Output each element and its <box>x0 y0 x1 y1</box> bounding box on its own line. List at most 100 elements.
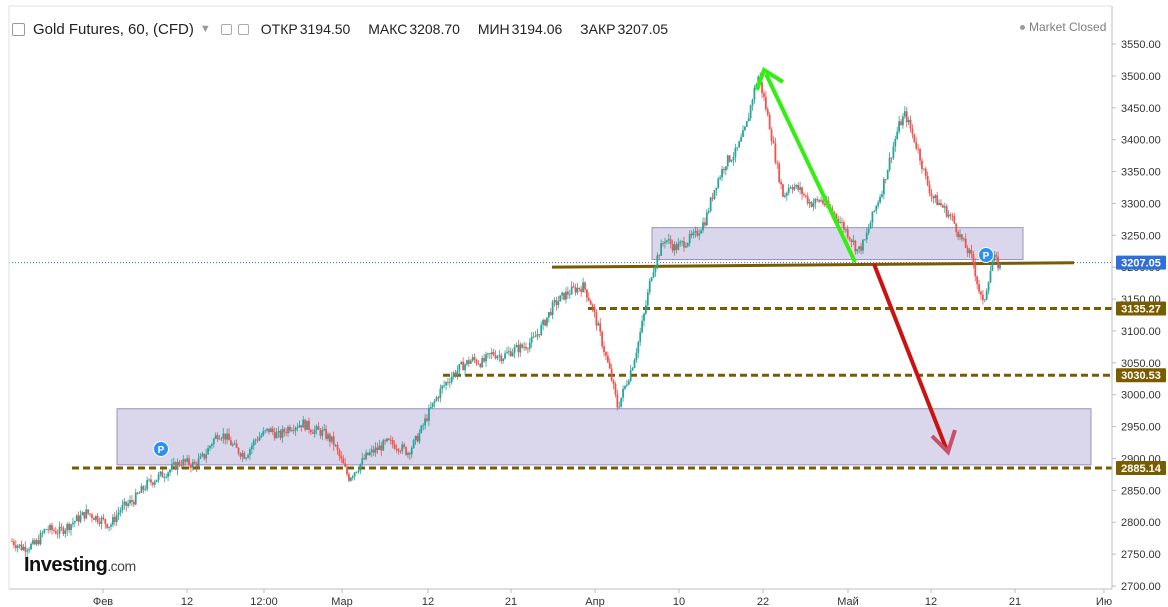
candle-body <box>985 290 988 300</box>
candle-body <box>652 272 655 278</box>
close-label: ЗАКР <box>580 21 616 37</box>
candle-body <box>447 382 449 384</box>
candle-body <box>214 435 217 439</box>
candle-body <box>791 187 794 190</box>
candle-body <box>694 230 697 233</box>
instrument-title[interactable]: Gold Futures, 60, (CFD) <box>33 20 194 38</box>
candle-body <box>279 430 282 438</box>
candle-body <box>22 546 25 551</box>
collapse-icon[interactable] <box>12 22 25 36</box>
candle-body <box>949 214 952 216</box>
candle-body <box>822 200 824 204</box>
candle-body <box>258 437 261 441</box>
candle-body <box>416 435 419 442</box>
candle-body <box>772 140 775 144</box>
candle-body <box>835 213 838 219</box>
candle-body <box>304 419 307 430</box>
candle-body <box>121 505 124 511</box>
candle-body <box>169 469 171 473</box>
candle-body <box>814 199 817 204</box>
candle-body <box>418 432 421 442</box>
candle-body <box>56 533 59 535</box>
candle-body <box>650 277 653 281</box>
candle-body <box>348 474 350 481</box>
candle-body <box>671 244 674 251</box>
candle-body <box>787 188 790 194</box>
x-tick-label: Апр <box>585 596 604 607</box>
candle-body <box>909 119 912 129</box>
candle-body <box>947 214 950 217</box>
candle-body <box>382 440 385 451</box>
candle-body <box>894 138 897 147</box>
candle-body <box>707 211 710 213</box>
candle-body <box>764 96 767 110</box>
support-line <box>551 261 1075 269</box>
candle-body <box>218 438 221 440</box>
candle-body <box>705 212 708 226</box>
y-tick-label: 3300.00 <box>1121 198 1161 210</box>
candle-body <box>679 241 682 244</box>
candle-body <box>934 195 937 199</box>
candle-body <box>245 457 248 459</box>
candle-body <box>260 435 263 438</box>
settings-icon[interactable] <box>220 23 232 35</box>
candle-body <box>498 355 501 357</box>
candle-body <box>186 458 189 462</box>
candle-body <box>742 130 744 138</box>
candle-body <box>271 428 274 433</box>
candle-body <box>957 231 960 238</box>
candle-body <box>188 458 190 466</box>
candle-body <box>174 462 177 470</box>
candle-body <box>833 212 836 214</box>
candle-body <box>254 439 257 441</box>
candle-body <box>968 249 971 254</box>
pivot-marker <box>153 441 169 457</box>
candle-body <box>233 443 236 445</box>
y-tick-label: 3350.00 <box>1121 167 1161 179</box>
candle-body <box>616 394 619 408</box>
candles-layer <box>11 72 1001 558</box>
investing-logo[interactable]: Investing.com <box>24 554 136 577</box>
candle-body <box>481 358 484 368</box>
candle-body <box>586 289 588 298</box>
candle-body <box>673 244 676 251</box>
candle-body <box>549 311 552 316</box>
candle-body <box>584 282 586 290</box>
status-dot-icon <box>1020 25 1025 31</box>
candle-body <box>732 157 735 161</box>
candle-body <box>231 444 234 446</box>
candle-body <box>922 168 925 170</box>
candle-body <box>35 540 38 545</box>
candle-body <box>389 439 392 441</box>
candle-body <box>896 131 899 139</box>
candle-body <box>873 210 876 212</box>
candle-body <box>568 294 571 296</box>
x-tick-label: 12 <box>181 596 193 607</box>
chevron-down-icon[interactable]: ▼ <box>199 23 211 35</box>
candle-body <box>30 543 32 550</box>
candle-body <box>587 297 590 301</box>
candle-body <box>24 546 27 552</box>
candle-body <box>888 157 891 171</box>
candle-body <box>203 453 206 459</box>
candle-body <box>176 461 179 470</box>
candle-body <box>490 352 493 354</box>
candle-body <box>892 146 895 158</box>
candle-body <box>504 353 506 359</box>
candle-body <box>768 114 771 130</box>
candle-body <box>506 352 508 354</box>
candle-body <box>256 439 259 441</box>
candle-body <box>547 311 550 318</box>
candle-body <box>622 388 624 398</box>
y-tick-label: 3550.00 <box>1121 39 1161 51</box>
candle-body <box>690 233 693 236</box>
candle-body <box>163 477 166 478</box>
candle-body <box>544 319 546 326</box>
candle-body <box>127 503 130 506</box>
candle-body <box>744 126 746 131</box>
candle-body <box>209 446 211 449</box>
hide-icon[interactable] <box>237 23 249 35</box>
y-tick-label: 3050.00 <box>1121 358 1161 370</box>
candle-body <box>667 239 670 241</box>
